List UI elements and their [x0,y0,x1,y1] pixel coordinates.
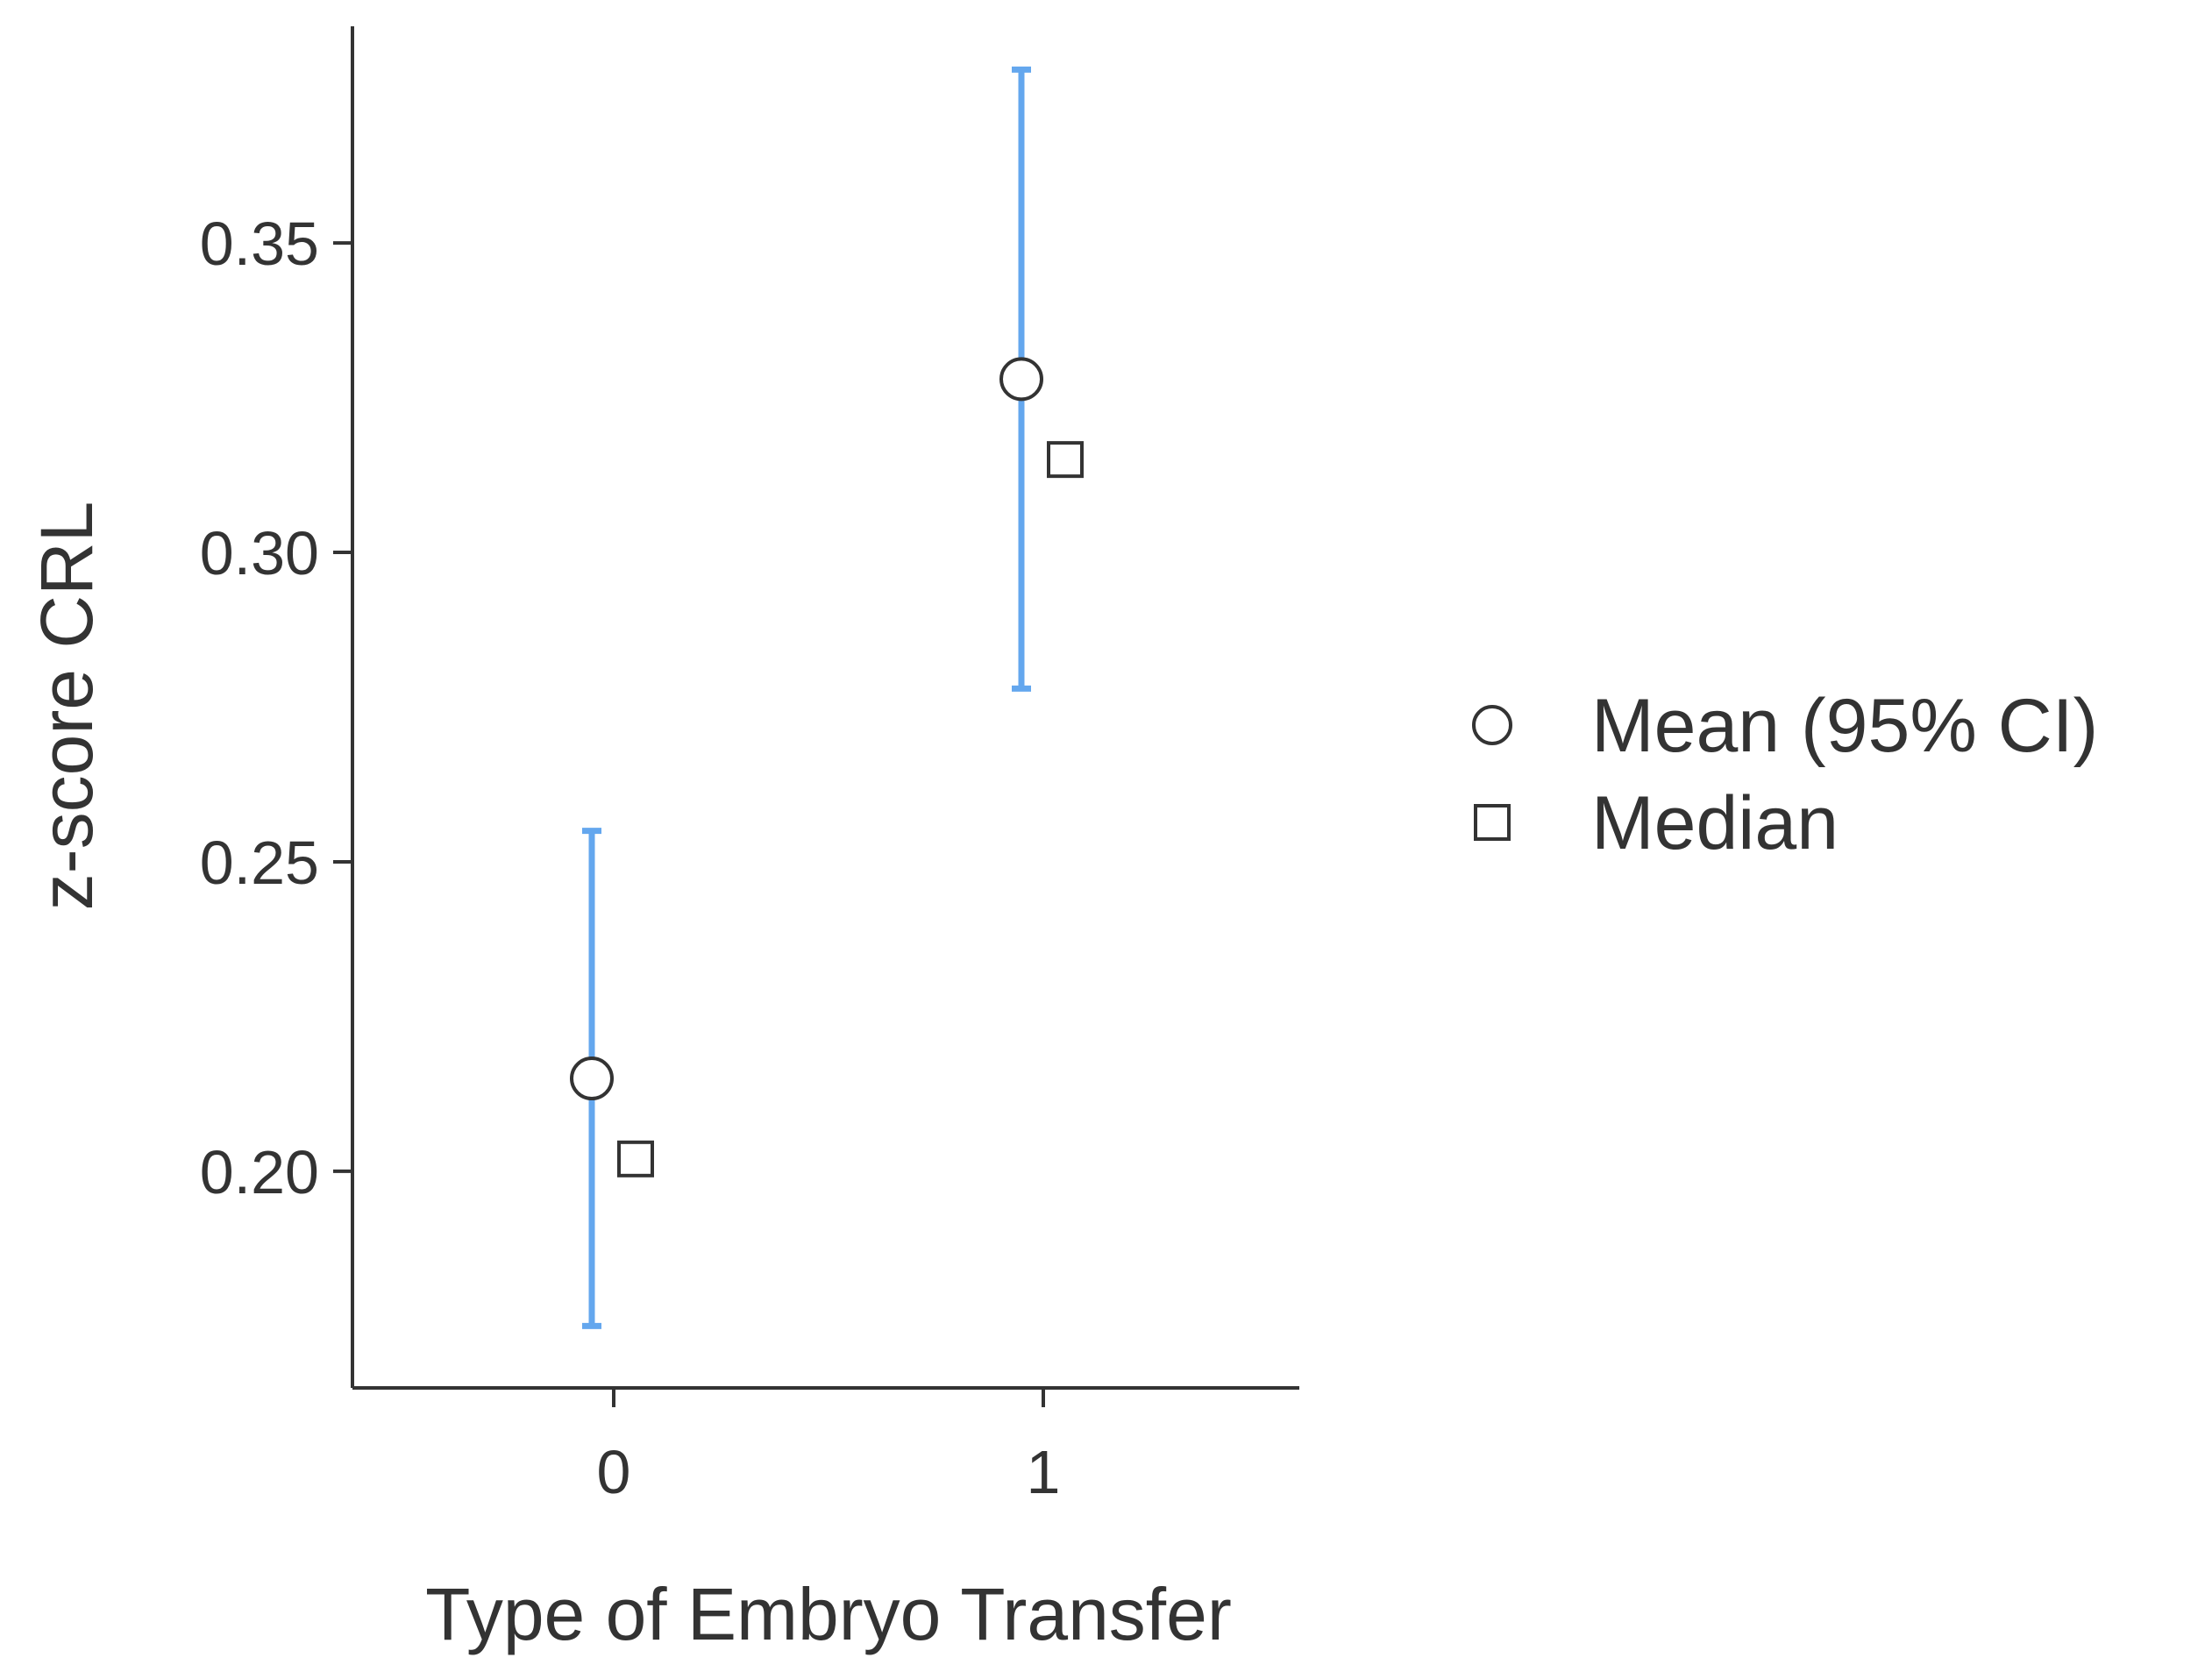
mean-point [999,357,1043,402]
errorbars [582,66,1031,1329]
median-point [617,1140,654,1177]
legend-mean-marker [1472,705,1512,745]
y-axis-title: z-score CRL [25,502,108,911]
marks [570,357,1084,1177]
x-axis-title: Type of Embryo Transfer [425,1573,1232,1655]
y-tick-label: 0.20 [200,1138,319,1206]
legend-label-mean: Mean (95% CI) [1591,684,2098,768]
axes: 0.20 0.25 0.30 0.35 0 1 [200,26,1299,1506]
legend-label-median: Median [1591,781,1839,865]
y-tick-label: 0.35 [200,210,319,278]
y-tick-label: 0.30 [200,519,319,587]
mean-point [570,1056,614,1101]
legend-median-marker [1474,804,1511,841]
x-tick-label: 0 [597,1438,631,1506]
x-tick-label: 1 [1027,1438,1061,1506]
legend: Mean (95% CI) Median [1472,684,2098,865]
median-point [1047,441,1084,479]
y-tick-label: 0.25 [200,829,319,897]
